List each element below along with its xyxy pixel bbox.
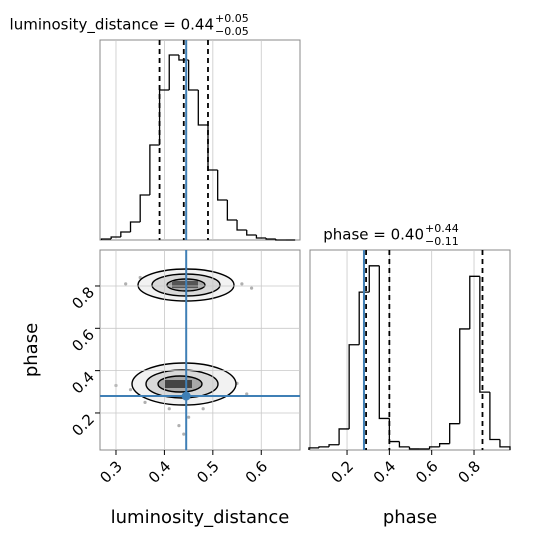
x-tick-label: 0.4 (145, 457, 175, 487)
y-tick-label: 0.6 (68, 326, 98, 356)
title-upper-error: +0.05 (215, 12, 249, 25)
hist-bin (308, 447, 319, 450)
hist-bin (226, 200, 238, 221)
hist-bin (428, 446, 440, 449)
hist-bin (469, 275, 480, 329)
sample-point (182, 432, 186, 436)
hist-bin (318, 446, 330, 448)
hist-bin (408, 446, 420, 450)
hist-bin (358, 291, 370, 345)
hist-bin (479, 276, 490, 393)
hist-bin (100, 238, 112, 240)
x-tick-label: 0.3 (96, 457, 126, 487)
sample-point (249, 286, 254, 290)
hist-bin (378, 265, 390, 420)
hist-bin (449, 423, 460, 444)
hist-bin (217, 170, 228, 201)
x-tick-label: 0.6 (242, 457, 272, 487)
y-axis-label: phase (21, 323, 42, 377)
title-lower-error: −0.05 (215, 25, 249, 38)
hist-bin (275, 239, 286, 241)
hist-bin (489, 392, 500, 441)
title-upper-error: +0.44 (425, 222, 459, 235)
panel-frame (99, 249, 301, 451)
hist-bin (388, 418, 400, 443)
hist-bin (187, 60, 199, 91)
hist-bin (120, 231, 131, 237)
sample-point (167, 407, 171, 411)
hist-bin (338, 428, 350, 445)
sample-point (128, 388, 133, 392)
panel-frame (309, 249, 511, 451)
sample-point (177, 424, 181, 428)
hist-bin (139, 194, 150, 222)
sample-point (143, 400, 147, 404)
x-tick-label: 0.2 (327, 457, 357, 487)
panel-frame (99, 39, 301, 241)
hist-bin (236, 220, 247, 231)
density-contours (131, 268, 237, 406)
hist-bin (265, 238, 276, 240)
hist-bin (348, 344, 360, 429)
hist-bin (110, 236, 121, 239)
hist-bin (129, 221, 141, 232)
hist-bin (168, 54, 179, 90)
y-tick-label: 0.8 (68, 283, 98, 313)
x-tick-label: 0.5 (193, 457, 223, 487)
x-axis-label: phase (383, 507, 437, 528)
panel-title: phase = 0.40 (323, 226, 424, 244)
x-axis-label: luminosity_distance (111, 507, 290, 528)
hist-bin (368, 265, 380, 293)
x-tick-label: 0.8 (454, 457, 484, 487)
hist-bin (255, 235, 267, 239)
hist-bin (197, 90, 208, 126)
sample-point (201, 407, 205, 411)
sample-point (124, 282, 128, 286)
x-tick-label: 0.4 (370, 457, 400, 487)
truth-point (181, 391, 191, 401)
hist-bin (499, 439, 511, 450)
hist-bin (149, 144, 160, 195)
contour-core (164, 380, 192, 388)
contour-core (172, 281, 198, 288)
sample-point (138, 275, 142, 280)
hist-bin (246, 230, 257, 236)
hist-bin (398, 441, 410, 448)
sample-point (245, 392, 249, 396)
sample-point (187, 415, 191, 419)
hist-bin (328, 444, 340, 447)
x-tick-label: 0.6 (412, 457, 442, 487)
panel-title: luminosity_distance = 0.44 (10, 16, 214, 35)
hist-bin (438, 443, 450, 447)
y-tick-label: 0.4 (68, 368, 98, 398)
hist-bin (459, 328, 470, 424)
y-tick-label: 0.2 (68, 410, 98, 440)
sample-point (240, 282, 244, 286)
title-lower-error: −0.11 (425, 235, 459, 248)
